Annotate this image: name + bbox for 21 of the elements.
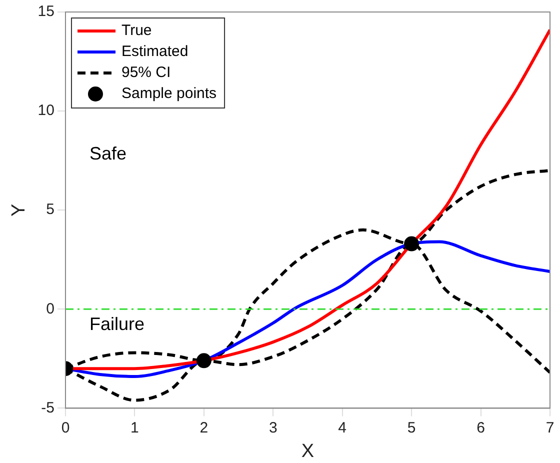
legend-label: Estimated bbox=[121, 43, 188, 60]
x-axis-title: X bbox=[301, 440, 314, 462]
y-tick-label: 10 bbox=[38, 102, 54, 120]
x-tick-label: 0 bbox=[61, 419, 70, 436]
x-tick-label: 7 bbox=[546, 419, 554, 436]
x-tick-label: 2 bbox=[200, 419, 208, 436]
x-tick-label: 4 bbox=[338, 419, 347, 436]
x-tick-label: 3 bbox=[268, 419, 278, 436]
annotation: Safe bbox=[89, 144, 127, 164]
y-tick-label: 15 bbox=[38, 3, 54, 20]
x-tick-label: 1 bbox=[130, 419, 139, 436]
legend-label: 95% CI bbox=[121, 64, 171, 82]
legend-label: True bbox=[121, 22, 152, 40]
annotation: Failure bbox=[89, 314, 145, 334]
x-tick-label: 6 bbox=[476, 419, 485, 436]
y-tick-label: 5 bbox=[46, 201, 54, 218]
legend-label: Sample points bbox=[121, 85, 217, 102]
y-axis-title: Y bbox=[8, 203, 30, 216]
y-tick-label: 0 bbox=[46, 300, 54, 318]
x-tick-label: 5 bbox=[407, 419, 416, 436]
y-tick-label: -5 bbox=[41, 399, 54, 416]
